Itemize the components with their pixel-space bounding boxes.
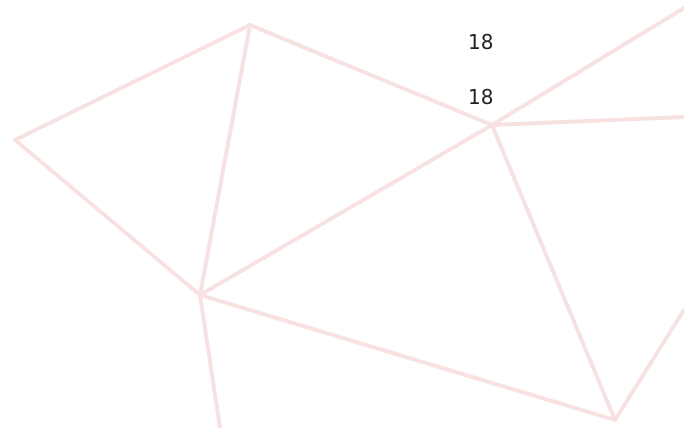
deco-line <box>200 25 250 295</box>
deco-line <box>492 125 615 420</box>
deco-line <box>15 25 250 140</box>
background-decoration <box>0 0 684 428</box>
deco-line <box>250 25 492 125</box>
deco-line <box>200 295 220 428</box>
deco-line <box>200 295 615 420</box>
screen: 18 18 <box>0 0 684 428</box>
deco-line <box>492 8 684 125</box>
label: 18 <box>468 85 493 109</box>
deco-line <box>492 117 684 125</box>
deco-line <box>615 310 684 420</box>
label: 18 <box>468 30 493 54</box>
page: 18 18 (() => { const data = JSON.parse(d… <box>0 0 684 428</box>
deco-line <box>15 140 200 295</box>
deco-line <box>200 125 492 295</box>
